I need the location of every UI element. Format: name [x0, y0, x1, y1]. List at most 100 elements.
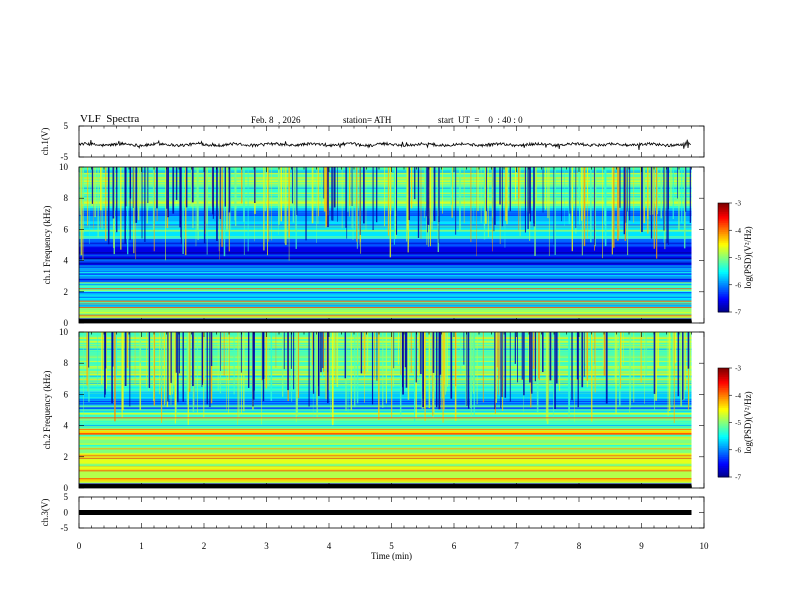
colorbar2-swatch — [718, 431, 729, 434]
colorbar1-swatch — [718, 226, 729, 229]
colorbar1-swatch — [718, 286, 729, 289]
colorbar1-swatch — [718, 221, 729, 224]
colorbar2-swatch — [718, 457, 729, 460]
colorbar1-swatch — [718, 292, 729, 295]
colorbar1-swatch — [718, 237, 729, 240]
colorbar2-tick-label: -3 — [735, 365, 741, 373]
colorbar2-swatch — [718, 471, 729, 474]
colorbar1-swatch — [718, 301, 729, 304]
colorbar1-tick-label: -7 — [735, 309, 741, 317]
colorbar1-swatch — [718, 261, 729, 264]
colorbar2-swatch — [718, 469, 729, 473]
colorbar2-tick-label: -7 — [735, 474, 741, 482]
colorbar2-swatch — [718, 420, 729, 423]
colorbar1-swatch — [718, 204, 729, 208]
xtick-label: 6 — [452, 541, 457, 551]
colorbar2-swatch — [718, 368, 729, 371]
colorbar1-swatch — [718, 290, 729, 293]
ch1-ytick-label: 5 — [64, 121, 69, 131]
colorbar2-swatch — [718, 397, 729, 400]
colorbar1-swatch — [718, 270, 729, 273]
colorbar2-swatch — [718, 398, 729, 402]
colorbar1-swatch — [718, 210, 729, 213]
colorbar2-swatch — [718, 473, 729, 476]
colorbar1-swatch — [718, 302, 729, 306]
colorbar2-swatch — [718, 426, 729, 429]
colorbar1-swatch — [718, 259, 729, 262]
colorbar2-swatch — [718, 402, 729, 405]
spec1-ytick-label: 4 — [64, 256, 69, 266]
colorbar1-swatch — [718, 284, 729, 288]
colorbar2-label: log(PSD)(V²/Hz) — [743, 391, 753, 453]
xtick-label: 5 — [389, 541, 394, 551]
colorbar1-swatch — [718, 219, 729, 222]
colorbar2-swatch — [718, 417, 729, 420]
spec2-ytick-label: 4 — [64, 421, 69, 431]
colorbar2-swatch — [718, 407, 729, 411]
spec2-ylabel: ch.2 Frequency (kHz) — [42, 371, 52, 450]
colorbar2-swatch — [718, 424, 729, 427]
colorbar2-swatch — [718, 413, 729, 416]
colorbar2-swatch — [718, 415, 729, 418]
colorbar1-swatch — [718, 288, 729, 291]
colorbar1-swatch — [718, 262, 729, 266]
colorbar2-tick-label: -6 — [735, 446, 741, 454]
colorbar1-swatch — [718, 257, 729, 260]
colorbar2-swatch — [718, 458, 729, 462]
spec2-ytick-label: 0 — [64, 483, 69, 493]
xtick-label: 0 — [77, 541, 82, 551]
colorbar1-swatch — [718, 232, 729, 235]
ch1-ylabel: ch.1(V) — [40, 128, 50, 156]
colorbar2-swatch — [718, 440, 729, 443]
spec2-ytick-label: 10 — [59, 327, 69, 337]
colorbar2-swatch — [718, 438, 729, 442]
colorbar1-swatch — [718, 268, 729, 271]
colorbar1-swatch — [718, 230, 729, 233]
xtick-label: 10 — [700, 541, 710, 551]
colorbar2-swatch — [718, 378, 729, 382]
colorbar2-swatch — [718, 462, 729, 465]
xtick-label: 3 — [264, 541, 269, 551]
colorbar1-swatch — [718, 275, 729, 278]
ch3-waveform-panel: 5 0 -5 ch.3(V) — [40, 492, 705, 533]
colorbar1-swatch — [718, 222, 729, 226]
station-label: station= ATH — [343, 115, 392, 125]
colorbar1-swatch — [718, 282, 729, 286]
colorbar2-swatch — [718, 429, 729, 433]
ch1-spectrogram-panel: 0 2 4 6 8 10 ch.1 Frequency (kHz) — [42, 162, 705, 328]
colorbar2-swatch — [718, 464, 729, 467]
colorbar2-swatch — [718, 451, 729, 454]
spec1-band — [79, 307, 692, 319]
colorbar2-swatch — [718, 377, 729, 380]
colorbar2-swatch — [718, 389, 729, 393]
colorbar2-swatch — [718, 437, 729, 440]
xtick-label: 1 — [139, 541, 144, 551]
colorbar2-swatch — [718, 382, 729, 385]
colorbar2-swatch — [718, 453, 729, 456]
spec1-band — [79, 282, 692, 292]
colorbar1-swatch — [718, 264, 729, 268]
colorbar1-swatch — [718, 233, 729, 237]
xtick-label: 4 — [327, 541, 332, 551]
colorbar2-swatch — [718, 446, 729, 449]
colorbar2-tick-label: -4 — [735, 392, 741, 400]
colorbar1-swatch — [718, 224, 729, 228]
colorbar1-swatch — [718, 308, 729, 311]
colorbar2-swatch — [718, 435, 729, 438]
colorbar2-swatch — [718, 395, 729, 398]
ch2-spectrogram-panel: 0 2 4 6 8 10 ch.2 Frequency (kHz) — [42, 327, 705, 493]
spec2-dc-strip — [79, 484, 692, 488]
colorbar2-swatch — [718, 386, 729, 389]
ch3-ylabel: ch.3(V) — [40, 499, 50, 527]
colorbar1-swatch — [718, 253, 729, 257]
xtick-label: 7 — [514, 541, 519, 551]
colorbar1-swatch — [718, 248, 729, 251]
colorbar2-swatch — [718, 418, 729, 422]
colorbar1-swatch — [718, 250, 729, 253]
colorbar1-swatch — [718, 235, 729, 239]
xtick-label: 2 — [202, 541, 207, 551]
date-label: Feb. 8 , 2026 — [251, 115, 301, 125]
colorbar1-swatch — [718, 215, 729, 219]
time-axis: 0 1 2 3 4 5 6 7 8 9 10 Time (min) — [77, 541, 709, 561]
colorbar1-swatch — [718, 212, 729, 215]
